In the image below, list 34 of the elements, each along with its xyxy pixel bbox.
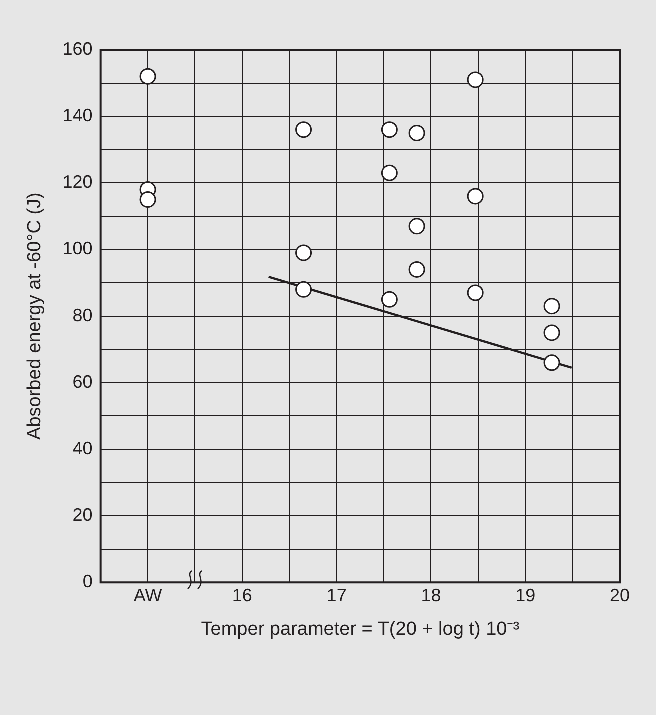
point — [467, 188, 484, 205]
x-tick-label: 17 — [326, 585, 347, 606]
point — [140, 68, 156, 85]
x-tick-label: 19 — [516, 585, 536, 606]
y-tick-label: 40 — [72, 438, 93, 458]
point — [408, 218, 426, 235]
x-tick-label: 20 — [610, 585, 630, 606]
y-tick-label: 60 — [72, 372, 93, 392]
point — [408, 124, 426, 142]
point — [467, 284, 484, 302]
point — [467, 72, 484, 88]
y-axis-title: Absorbed energy at -60°C (J) — [24, 192, 46, 440]
point — [296, 122, 312, 138]
x-tick-label: 16 — [232, 585, 252, 606]
y-tick-label: 160 — [62, 38, 93, 59]
y-tick-label: 0 — [82, 572, 93, 592]
y-tick-label: 100 — [62, 238, 93, 259]
point — [544, 354, 560, 372]
x-axis-title: Temper parameter = T(20 + log t) 10⁻³ — [201, 618, 520, 640]
y-tick-label: 140 — [62, 106, 93, 126]
point — [296, 244, 312, 262]
x-tick-label: AW — [134, 585, 162, 606]
point — [544, 298, 560, 315]
y-tick-label: 20 — [72, 504, 93, 525]
y-tick-label: 80 — [72, 305, 93, 326]
point — [140, 192, 156, 208]
point — [544, 324, 560, 342]
point — [408, 261, 426, 278]
y-tick-label: 120 — [62, 172, 93, 192]
x-tick-label: 18 — [421, 585, 442, 606]
point — [381, 291, 398, 308]
point — [381, 164, 398, 182]
point — [296, 281, 312, 298]
point — [381, 122, 398, 138]
